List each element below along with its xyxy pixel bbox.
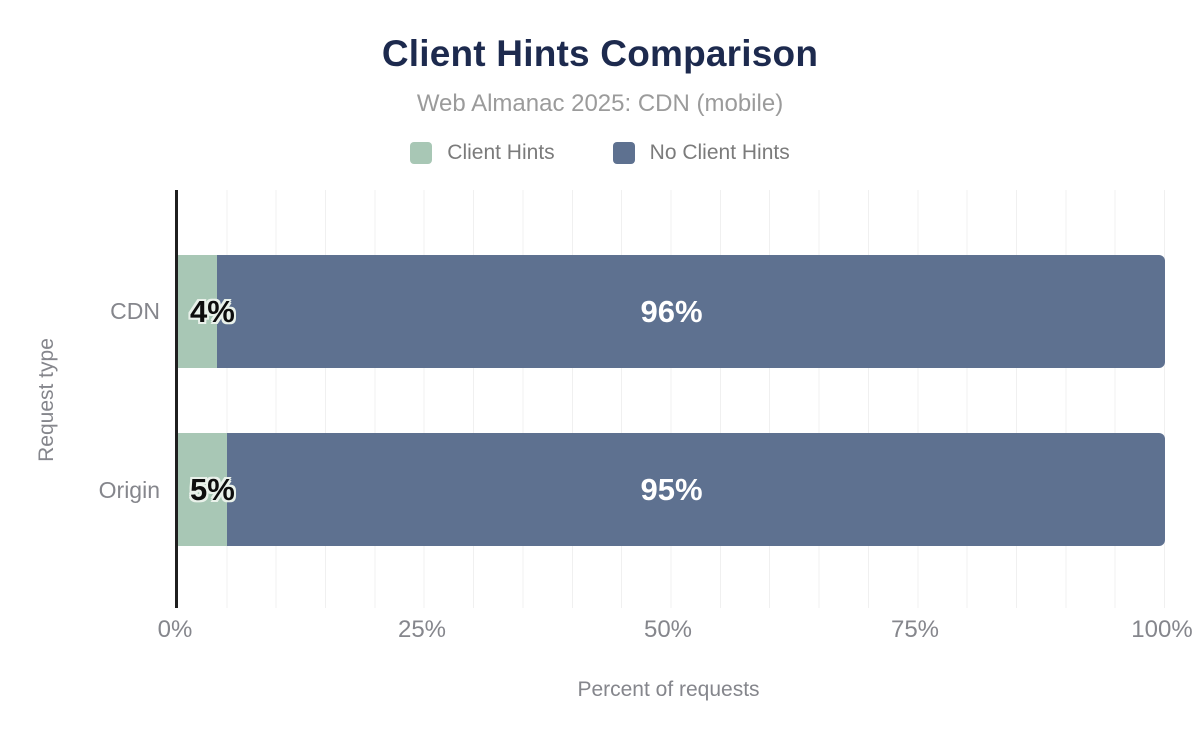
origin-no-client-hints-value-label: 95% bbox=[640, 471, 703, 507]
chart-subtitle: Web Almanac 2025: CDN (mobile) bbox=[416, 90, 784, 117]
y-axis-title: Request type bbox=[35, 338, 58, 462]
origin-client-hints-segment bbox=[178, 433, 228, 546]
x-axis-title: Percent of requests bbox=[577, 678, 760, 701]
x-tick-100: 100% bbox=[1131, 616, 1193, 643]
legend-item-no-client-hints: No Client Hints bbox=[612, 141, 790, 165]
legend-label-client-hints: Client Hints bbox=[447, 141, 555, 164]
x-tick-0: 0% bbox=[157, 616, 193, 643]
bar-row-origin: 5% 95% bbox=[178, 433, 1165, 546]
cdn-no-client-hints-segment bbox=[217, 255, 1165, 368]
x-tick-50: 50% bbox=[643, 616, 693, 643]
legend-label-no-client-hints: No Client Hints bbox=[649, 141, 790, 164]
plot-area: 4% 96% 5% 95% bbox=[175, 190, 1165, 608]
x-tick-75: 75% bbox=[890, 616, 940, 643]
client-hints-swatch-icon bbox=[410, 142, 433, 164]
legend-item-client-hints: Client Hints bbox=[410, 141, 555, 165]
legend: Client Hints No Client Hints bbox=[0, 141, 1200, 165]
cdn-client-hints-segment bbox=[178, 255, 218, 368]
cdn-client-hints-value-label: 4% bbox=[190, 293, 235, 329]
category-label-origin: Origin bbox=[98, 477, 160, 503]
cdn-no-client-hints-value-label: 96% bbox=[640, 293, 703, 329]
chart-title: Client Hints Comparison bbox=[381, 33, 819, 74]
category-label-cdn: CDN bbox=[110, 298, 160, 324]
x-tick-25: 25% bbox=[397, 616, 447, 643]
origin-client-hints-value-label: 5% bbox=[190, 471, 235, 507]
no-client-hints-swatch-icon bbox=[612, 142, 635, 164]
bar-row-cdn: 4% 96% bbox=[178, 255, 1165, 368]
origin-no-client-hints-segment bbox=[227, 433, 1165, 546]
